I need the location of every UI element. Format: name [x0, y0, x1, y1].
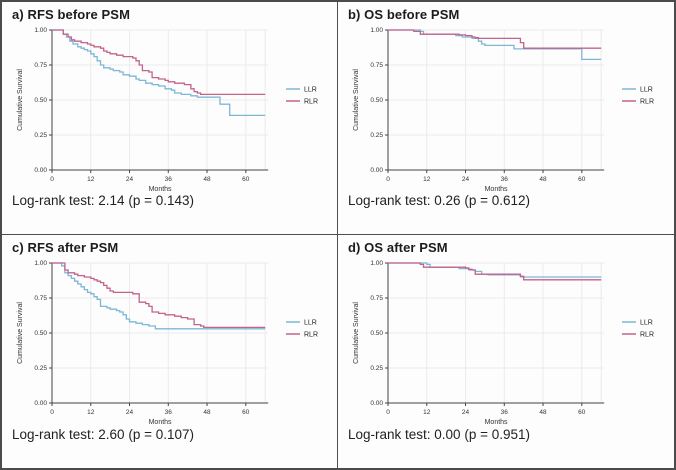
y-tick-label: 0.25: [34, 365, 47, 372]
x-tick-label: 12: [87, 409, 95, 416]
panel-rfs-after-psm: c) RFS after PSM 1.00 0.75 0.50 0.25 0.00 0 12…: [2, 235, 338, 468]
x-tick-label: 36: [501, 176, 509, 183]
km-chart-rfs-before-psm: 1.00 0.75 0.50 0.25 0.000 12 24 36 48 60 Months Cum…: [17, 27, 318, 193]
survival-curve-llr: [388, 262, 602, 278]
y-tick-label: 0.50: [370, 330, 383, 337]
x-tick-label: 36: [165, 409, 173, 416]
y-tick-label: 0.75: [370, 62, 383, 69]
x-axis-title: Months: [149, 186, 172, 193]
legend-label-rlr: RLR: [304, 331, 318, 338]
y-tick-label: 0.50: [370, 97, 383, 104]
y-axis-title: Cumulative Survival: [17, 69, 24, 131]
y-tick-label: 1.00: [34, 27, 47, 34]
logrank-text: Log-rank test: 0.00 (p = 0.951): [348, 427, 530, 442]
x-axis-title: Months: [485, 186, 508, 193]
km-chart-os-after-psm: 1.00 0.75 0.50 0.25 0.000 12 24 36 48 60 Months Cum…: [353, 260, 654, 426]
logrank-text: Log-rank test: 0.26 (p = 0.612): [348, 193, 530, 208]
y-tick-label: 0.75: [34, 295, 47, 302]
survival-curve-rlr: [52, 262, 266, 329]
y-axis-title: Cumulative Survival: [17, 302, 24, 364]
y-tick-label: 0.50: [34, 97, 47, 104]
logrank-text: Log-rank test: 2.60 (p = 0.107): [12, 427, 194, 442]
x-tick-label: 48: [539, 176, 547, 183]
y-tick-label: 0.00: [34, 400, 47, 407]
legend-label-llr: LLR: [640, 86, 653, 93]
panel-title: d) OS after PSM: [348, 240, 448, 255]
x-tick-label: 12: [87, 176, 95, 183]
y-axis-title: Cumulative Survival: [353, 69, 360, 131]
survival-curve-rlr: [388, 29, 602, 49]
x-tick-label: 24: [462, 409, 470, 416]
survival-curve-rlr: [52, 29, 266, 96]
y-tick-label: 0.25: [370, 365, 383, 372]
x-tick-label: 60: [578, 176, 586, 183]
survival-curve-llr: [52, 29, 266, 117]
legend-label-llr: LLR: [304, 86, 317, 93]
y-tick-label: 0.00: [370, 167, 383, 174]
x-tick-label: 12: [423, 176, 431, 183]
survival-curve-rlr: [388, 262, 602, 281]
x-tick-label: 48: [539, 409, 547, 416]
x-tick-label: 0: [386, 409, 390, 416]
y-tick-label: 0.50: [34, 330, 47, 337]
panel-rfs-before-psm: a) RFS before PSM 1.00 0.75 0.50 0.25 0.00 0 1…: [2, 2, 338, 235]
panel-title: c) RFS after PSM: [12, 240, 119, 255]
y-tick-label: 0.75: [34, 62, 47, 69]
x-tick-label: 36: [165, 176, 173, 183]
panel-title: a) RFS before PSM: [12, 7, 130, 22]
x-tick-label: 0: [386, 176, 390, 183]
x-tick-label: 60: [578, 409, 586, 416]
legend-label-llr: LLR: [640, 319, 653, 326]
x-tick-label: 0: [50, 176, 54, 183]
y-tick-label: 0.00: [34, 167, 47, 174]
x-tick-label: 24: [126, 409, 134, 416]
x-tick-label: 24: [462, 176, 470, 183]
legend-label-rlr: RLR: [640, 331, 654, 338]
logrank-text: Log-rank test: 2.14 (p = 0.143): [12, 193, 194, 208]
panel-title: b) OS before PSM: [348, 7, 460, 22]
panel-os-after-psm: d) OS after PSM 1.00 0.75 0.50 0.25 0.00 0 12 2…: [338, 235, 674, 468]
km-chart-os-before-psm: 1.00 0.75 0.50 0.25 0.000 12 24 36 48 60 Months Cum…: [353, 27, 654, 193]
x-tick-label: 0: [50, 409, 54, 416]
x-tick-label: 48: [203, 409, 211, 416]
x-tick-label: 60: [242, 176, 250, 183]
y-tick-label: 0.00: [370, 400, 383, 407]
x-axis-title: Months: [149, 419, 172, 426]
x-tick-label: 24: [126, 176, 134, 183]
y-axis-title: Cumulative Survival: [353, 302, 360, 364]
legend-label-rlr: RLR: [640, 98, 654, 105]
y-tick-label: 1.00: [34, 260, 47, 267]
legend-label-llr: LLR: [304, 319, 317, 326]
km-chart-rfs-after-psm: 1.00 0.75 0.50 0.25 0.000 12 24 36 48 60 Months Cum…: [17, 260, 318, 426]
x-axis-title: Months: [485, 419, 508, 426]
legend-label-rlr: RLR: [304, 98, 318, 105]
y-tick-label: 1.00: [370, 27, 383, 34]
panel-os-before-psm: b) OS before PSM 1.00 0.75 0.50 0.25 0.00 0 12…: [338, 2, 674, 235]
x-tick-label: 12: [423, 409, 431, 416]
y-tick-label: 0.25: [34, 132, 47, 139]
survival-curve-llr: [52, 262, 266, 330]
x-tick-label: 36: [501, 409, 509, 416]
y-tick-label: 0.25: [370, 132, 383, 139]
y-tick-label: 0.75: [370, 295, 383, 302]
x-tick-label: 48: [203, 176, 211, 183]
y-tick-label: 1.00: [370, 260, 383, 267]
x-tick-label: 60: [242, 409, 250, 416]
